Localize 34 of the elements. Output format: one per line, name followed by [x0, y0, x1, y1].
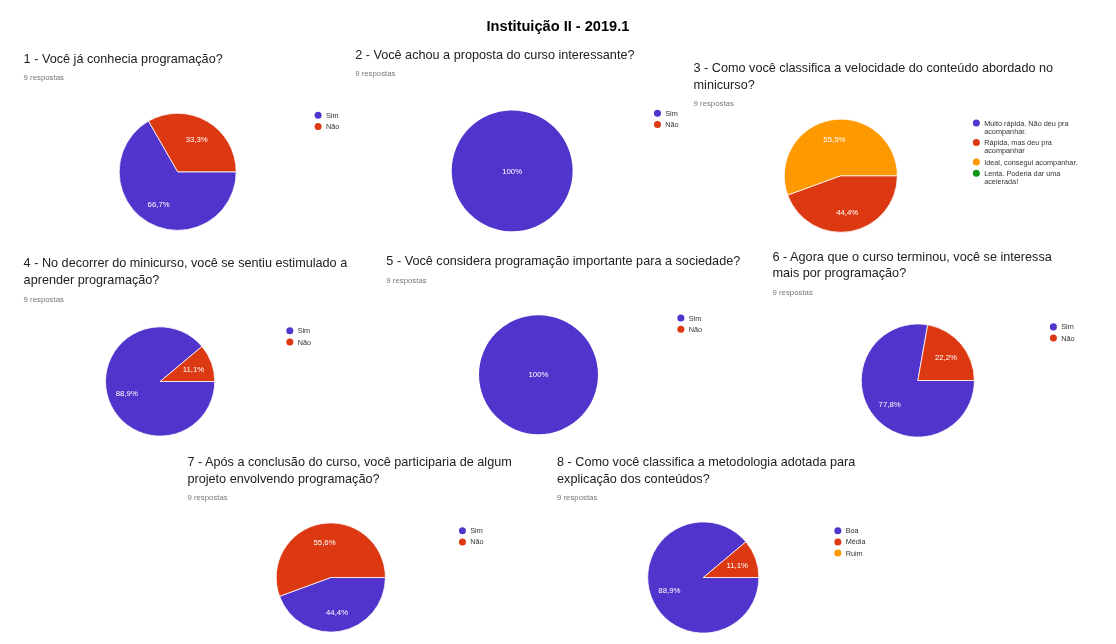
- data-label: 33,3%: [185, 134, 208, 144]
- data-label: 11,1%: [182, 365, 205, 375]
- text: 9 respostas: [187, 493, 228, 503]
- text: 9 respostas: [772, 287, 813, 297]
- data-label: 11,1%: [726, 560, 749, 570]
- text: 9 respostas: [355, 69, 396, 79]
- text: 9 respostas: [557, 493, 598, 503]
- data-label: 44,4%: [325, 608, 349, 618]
- chart-subtitle: 9 respostas: [23, 294, 65, 304]
- data-label: 44,4%: [836, 207, 859, 217]
- text: 9 respostas: [693, 99, 734, 109]
- data-label: 100%: [502, 166, 523, 176]
- chart-title: 6 - Agora que o curso terminou, você se interessa mais por programação?: [772, 249, 1053, 281]
- text: 9 respostas: [386, 275, 427, 285]
- chart-title: 8 - Como você classifica a metodologia adotada para explicação dos conteúdos?: [557, 455, 857, 486]
- data-label: 88,9%: [115, 389, 138, 399]
- chart-title: 2 - Você achou a proposta do curso interessante?: [355, 47, 635, 62]
- chart-title: 4 - No decorrer do minicurso, você se sentiu estimulado a aprender programação?: [23, 256, 349, 287]
- pie-slice: [647, 521, 760, 634]
- text: 9 respostas: [23, 73, 65, 83]
- pie-slice: [105, 326, 216, 437]
- chart-title: 1 - Você já conhecia programação?: [23, 51, 223, 66]
- pie-slice: [860, 323, 975, 438]
- data-label: 55,6%: [313, 538, 336, 548]
- data-label: 66,7%: [147, 200, 170, 210]
- chart-title: 3 - Como você classifica a velocidade do conteúdo abordado no minicurso?: [693, 61, 1054, 92]
- chart-title: 7 - Após a conclusão do curso, você participaria de algum projeto envolvendo programação?: [187, 455, 512, 486]
- data-label: 22,2%: [934, 352, 958, 362]
- data-label: 55,5%: [823, 135, 846, 145]
- text: Instituição II - 2019.1: [486, 18, 630, 35]
- data-label: 100%: [528, 370, 549, 380]
- data-label: 77,8%: [878, 399, 901, 409]
- chart-title: 5 - Você considera programação importante para a sociedade?: [386, 254, 741, 269]
- data-label: 88,9%: [658, 585, 681, 595]
